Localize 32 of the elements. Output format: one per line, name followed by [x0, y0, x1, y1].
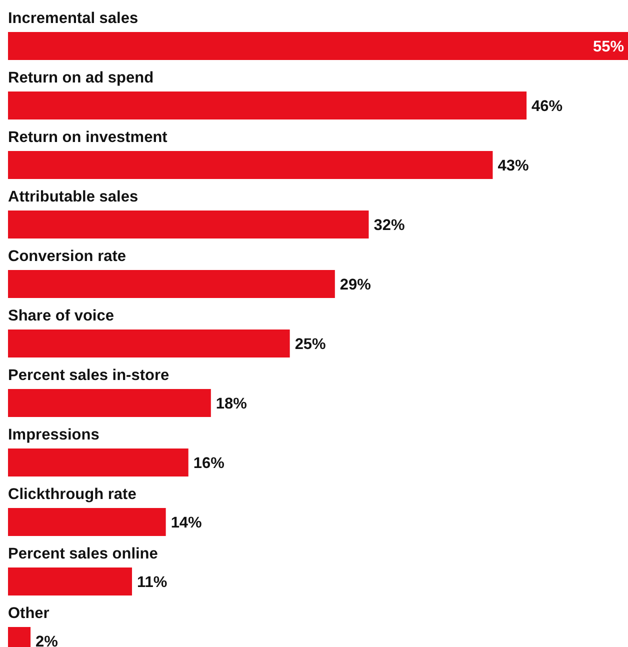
y-tick-label: Impressions — [8, 426, 100, 444]
data-label: 16% — [193, 455, 225, 472]
bar — [8, 448, 188, 476]
y-tick-label: Percent sales online — [8, 546, 158, 562]
data-label: 32% — [374, 217, 405, 234]
bar — [8, 210, 369, 238]
data-label: 25% — [294, 336, 326, 353]
data-label: 18% — [216, 396, 248, 412]
bar — [8, 270, 335, 298]
y-tick-label: Return on investment — [8, 129, 168, 146]
data-label: 46% — [532, 98, 563, 115]
y-tick-label: Clickthrough rate — [8, 486, 137, 503]
bar — [8, 151, 493, 179]
data-label: 11% — [137, 574, 168, 591]
data-label: 2% — [36, 634, 58, 647]
y-tick-label: Percent sales in-store — [8, 367, 170, 384]
bar — [8, 508, 166, 536]
y-tick-label: Conversion rate — [8, 248, 126, 265]
data-label: 29% — [340, 276, 372, 294]
bar — [8, 568, 132, 596]
data-label: 43% — [498, 158, 529, 174]
y-tick-label: Return on ad spend — [8, 70, 154, 86]
data-label: 14% — [170, 514, 202, 532]
bar — [8, 32, 628, 60]
data-label: 55% — [592, 38, 624, 56]
y-tick-label: Other — [8, 605, 50, 622]
y-tick-label: Attributable sales — [8, 188, 138, 206]
y-tick-label: Share of voice — [8, 308, 114, 324]
y-tick-label: Incremental sales — [8, 10, 138, 27]
bar — [8, 330, 290, 358]
bar — [8, 92, 527, 120]
bar — [8, 389, 211, 417]
